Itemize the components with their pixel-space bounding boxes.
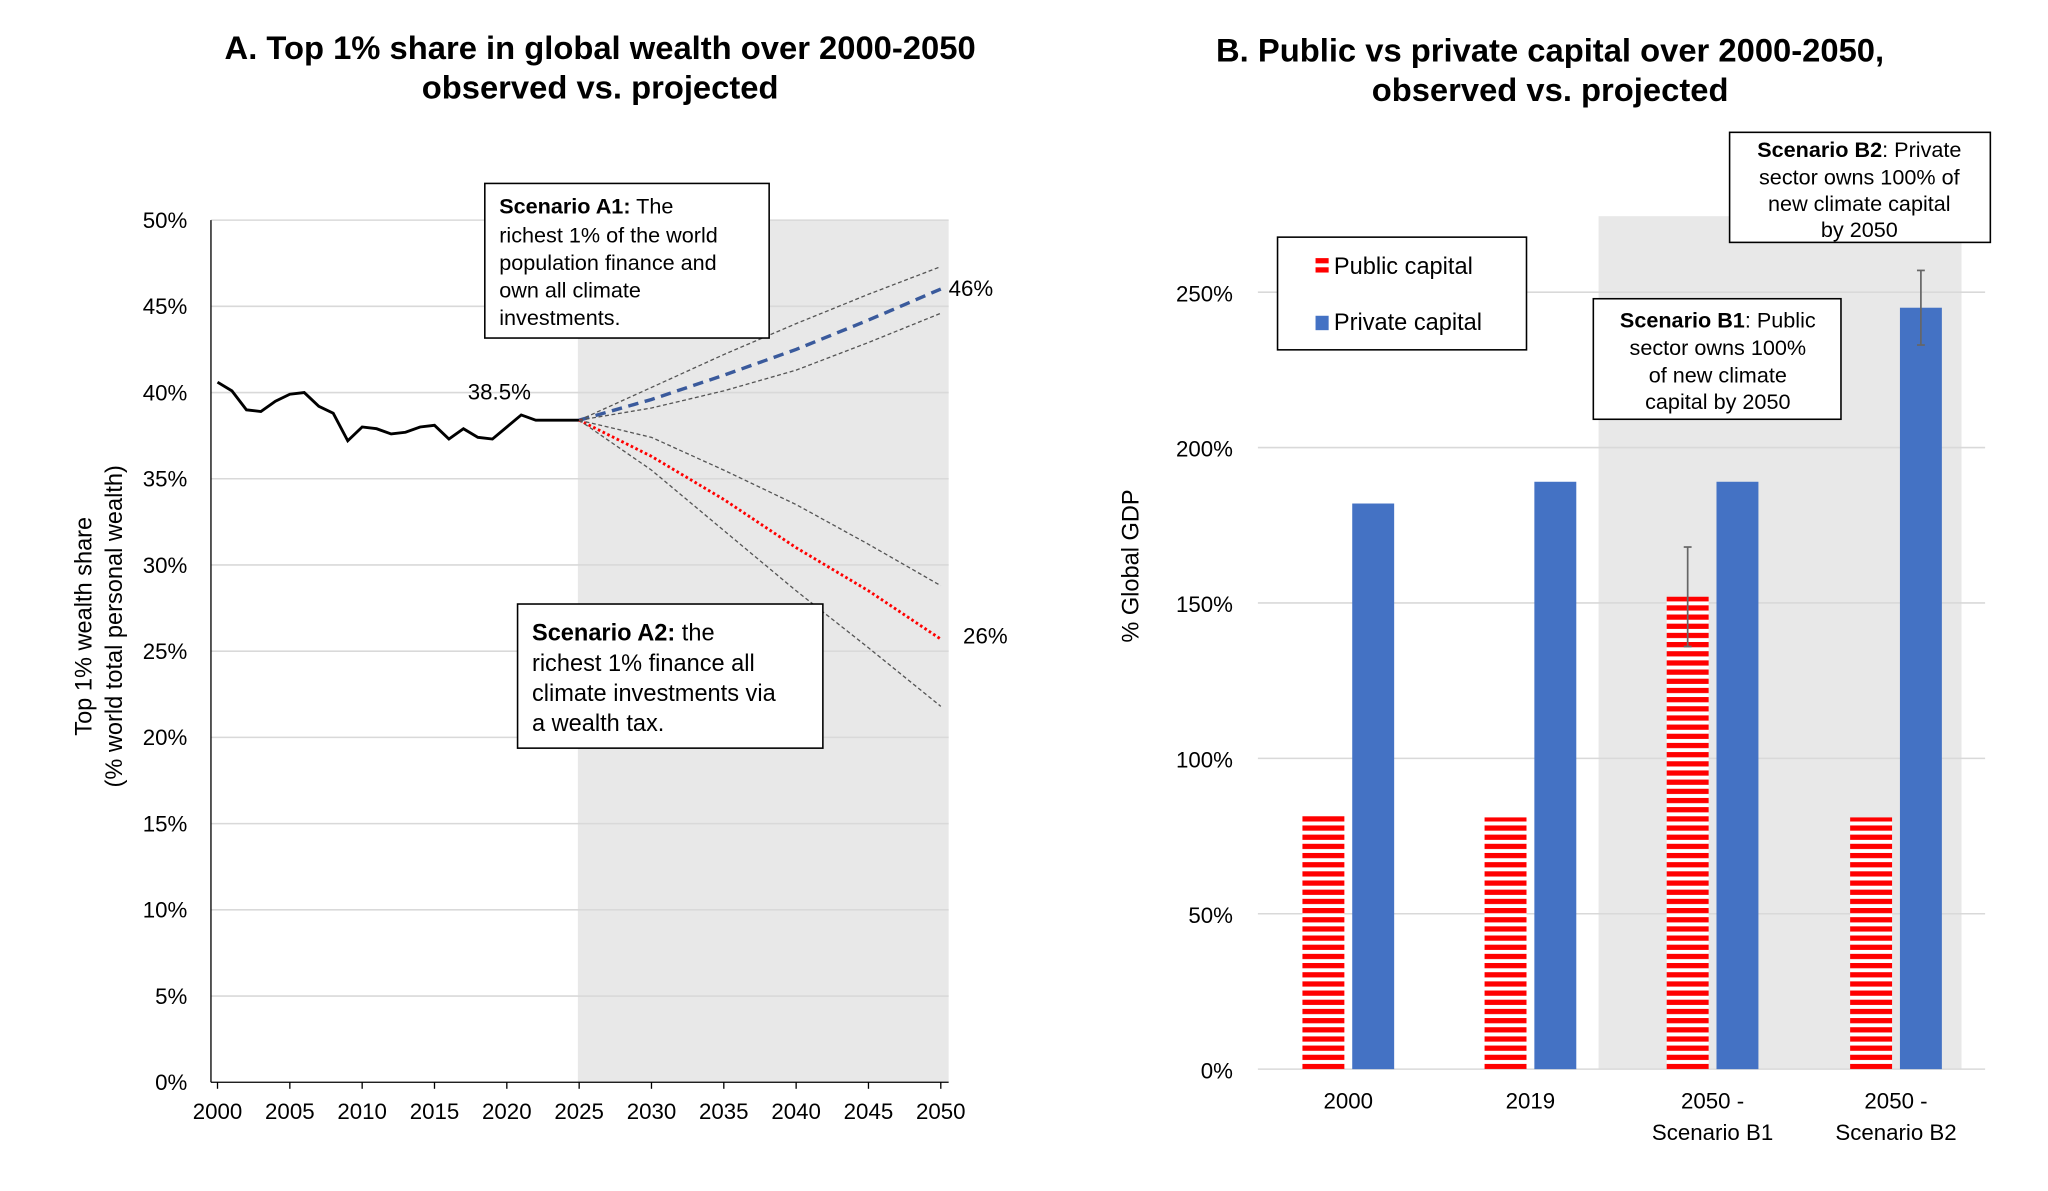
x-tick-label: 2030 [627, 1099, 677, 1124]
y-tick-label: 250% [1176, 281, 1233, 306]
y-tick-label: 35% [143, 467, 188, 492]
chart-a: A. Top 1% share in global wealth over 20… [71, 29, 1008, 1124]
y-tick-label: 10% [143, 898, 188, 923]
svg-text:capital by 2050: capital by 2050 [1645, 389, 1790, 414]
svg-text:population finance and: population finance and [499, 250, 716, 275]
y-tick-label: 25% [143, 639, 188, 664]
y-tick-label: 20% [143, 725, 188, 750]
x-tick-label: 2010 [337, 1099, 387, 1124]
svg-text:of new climate: of new climate [1649, 363, 1787, 388]
series-a1-lower [579, 312, 942, 421]
annotation-scenario-a1: Scenario A1: The richest 1% of the world… [484, 182, 770, 339]
x-tick-label: 2050 [916, 1099, 966, 1124]
label-a2-end: 26% [963, 623, 1008, 648]
svg-text:new climate capital: new climate capital [1768, 191, 1951, 216]
svg-text:Scenario A1: The: Scenario A1: The [499, 194, 673, 219]
chart-a-title-line1: A. Top 1% share in global wealth over 20… [225, 29, 976, 66]
y-tick-label: 30% [143, 553, 188, 578]
svg-text:a wealth tax.: a wealth tax. [532, 710, 664, 736]
y-tick-label: 45% [143, 294, 188, 319]
chart-a-ylabel-line1: Top 1% wealth share [71, 517, 97, 736]
x-tick-label: 2020 [482, 1099, 532, 1124]
bar-private-3 [1899, 307, 1942, 1070]
legend-swatch-public [1315, 258, 1329, 264]
chart-b-title-line2: observed vs. projected [1372, 71, 1729, 108]
chart-a-ylabel-line2: (% world total personal wealth) [101, 465, 127, 787]
svg-text:climate investments via: climate investments via [532, 680, 777, 706]
x-tick-label: 2035 [699, 1099, 749, 1124]
bar-public-1 [1484, 817, 1527, 1070]
series-a1-upper [578, 266, 942, 421]
y-tick-label: 150% [1176, 592, 1233, 617]
bar-private-1 [1534, 481, 1577, 1070]
svg-text:sector owns 100%: sector owns 100% [1630, 335, 1807, 360]
x-tick-label: 2019 [1506, 1088, 1556, 1113]
x-tick-label: 2050 - [1864, 1088, 1927, 1113]
x-tick-label: 2040 [771, 1099, 821, 1124]
y-tick-label: 15% [143, 811, 188, 836]
svg-text:richest 1% finance all: richest 1% finance all [532, 650, 755, 676]
svg-text:Scenario B2: Private: Scenario B2: Private [1757, 137, 1961, 162]
annotation-scenario-a2: Scenario A2: the richest 1% finance all … [516, 603, 824, 749]
bar-private-2 [1716, 481, 1759, 1070]
x-tick-label: 2000 [193, 1099, 243, 1124]
bar-public-0 [1302, 814, 1345, 1070]
chart-b-title-line1: B. Public vs private capital over 2000-2… [1216, 32, 1884, 69]
x-tick-label: 2025 [554, 1099, 604, 1124]
chart-b-ylabel: % Global GDP [1118, 489, 1144, 642]
x-tick-label: Scenario B2 [1835, 1120, 1956, 1145]
chart-b: B. Public vs private capital over 2000-2… [1118, 32, 1992, 1145]
x-tick-label: 2000 [1324, 1088, 1374, 1113]
series-scenario-a1 [578, 287, 942, 422]
svg-text:investments.: investments. [499, 305, 620, 330]
y-tick-label: 0% [1201, 1058, 1233, 1083]
bar-public-3 [1850, 817, 1893, 1070]
series-a2-lower [578, 419, 942, 707]
bar-public-2 [1666, 596, 1709, 1070]
x-tick-label: 2050 - [1681, 1088, 1744, 1113]
y-tick-label: 100% [1176, 748, 1233, 773]
x-tick-label: 2045 [844, 1099, 894, 1124]
svg-text:Scenario A2: the: Scenario A2: the [532, 620, 715, 646]
series-observed [216, 380, 580, 444]
legend-public: Public capital [1334, 253, 1473, 279]
bar-private-0 [1352, 503, 1395, 1070]
svg-text:Scenario B1: Public: Scenario B1: Public [1620, 308, 1816, 333]
x-tick-label: 2015 [410, 1099, 460, 1124]
x-tick-label: 2005 [265, 1099, 315, 1124]
y-tick-label: 5% [155, 984, 187, 1009]
label-observed-end: 38.5% [468, 380, 531, 405]
legend-private: Private capital [1334, 309, 1482, 335]
y-tick-label: 200% [1176, 437, 1233, 462]
svg-text:by 2050: by 2050 [1821, 217, 1898, 242]
svg-text:richest 1% of the world: richest 1% of the world [499, 222, 718, 247]
y-tick-label: 0% [155, 1070, 187, 1095]
x-tick-label: Scenario B1 [1652, 1120, 1773, 1145]
y-tick-label: 50% [1188, 903, 1233, 928]
annotation-scenario-b1: Scenario B1: Public sector owns 100% of … [1592, 297, 1842, 421]
chart-a-title-line2: observed vs. projected [422, 68, 779, 105]
series-a2-upper [579, 419, 942, 587]
legend-swatch-private [1315, 315, 1329, 331]
annotation-scenario-b2: Scenario B2: Private sector owns 100% of… [1728, 131, 1992, 244]
svg-text:own all climate: own all climate [499, 277, 641, 302]
svg-text:sector owns 100% of: sector owns 100% of [1759, 165, 1961, 190]
y-tick-label: 40% [143, 380, 188, 405]
label-a1-end: 46% [949, 276, 994, 301]
y-tick-label: 50% [143, 208, 188, 233]
legend: Public capital Private capital [1276, 236, 1528, 351]
